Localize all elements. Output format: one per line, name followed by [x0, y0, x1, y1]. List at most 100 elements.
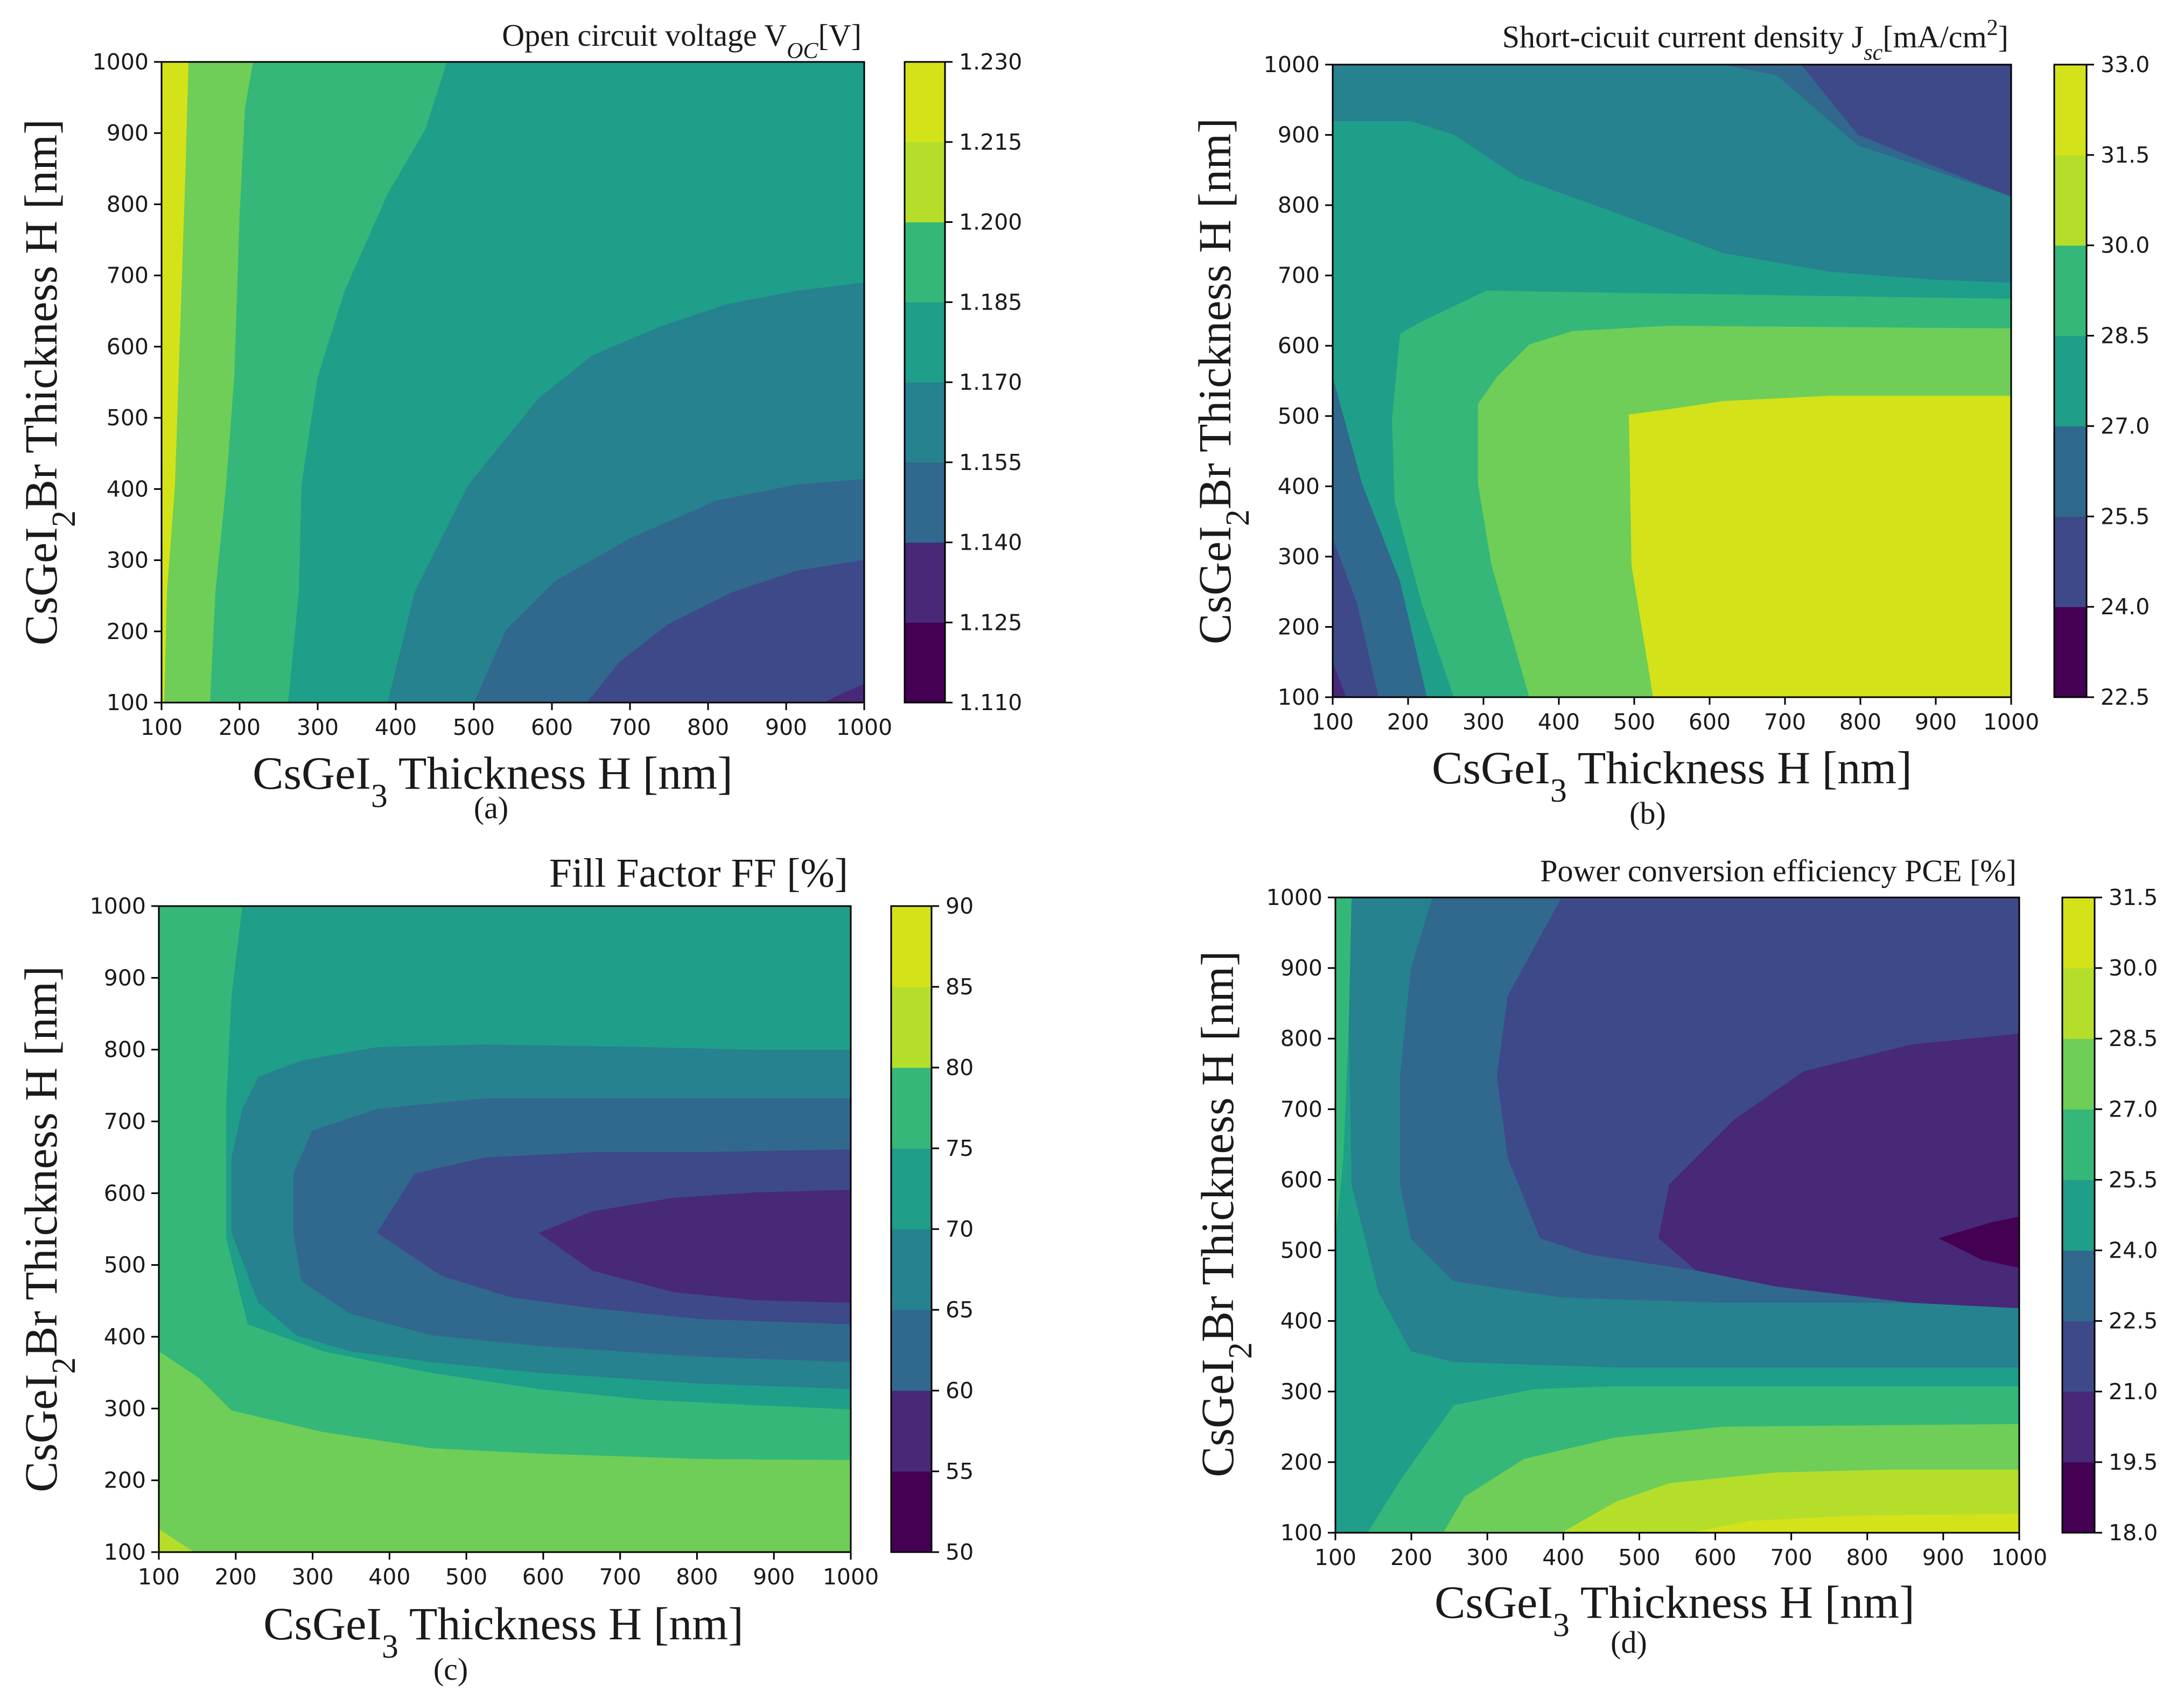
colorbar-frame-b	[2053, 64, 2088, 698]
y-tick-label-b: 900	[1278, 122, 1320, 148]
y-tick-label-c: 200	[104, 1468, 146, 1493]
x-tick-label-a: 800	[687, 714, 729, 740]
colorbar-tick-label-c: 55	[946, 1458, 974, 1484]
xlabel-b: CsGeI3 Thickness H [nm]	[1432, 742, 1912, 809]
colorbar-tick-label-c: 75	[946, 1135, 974, 1161]
title-b-pre: Short-cicuit current density J	[1502, 19, 1864, 54]
colorbar-b: 22.5 24.0 25.5 27.0 28.5 30.0 31.5 33.0	[2053, 52, 2150, 710]
colorbar-band-b	[2054, 516, 2087, 607]
contour-level-a-1.140	[587, 560, 864, 703]
colorbar-tick-label-d: 19.5	[2109, 1449, 2158, 1475]
caption-c: (c)	[433, 1652, 468, 1687]
x-tick-label-d: 100	[1314, 1545, 1356, 1570]
x-tick-label-a: 1000	[836, 714, 892, 740]
colorbar-band-c	[891, 1229, 932, 1310]
contour-level-d-19.5	[1658, 1034, 2019, 1308]
colorbar-tick-label-c: 85	[946, 974, 974, 1000]
x-tick-label-b: 1000	[1983, 709, 2039, 735]
ylabel-b-post: Br Thickness H [nm]	[1189, 118, 1241, 509]
x-tick-label-a: 700	[609, 714, 651, 740]
title-a-sub: OC	[787, 39, 818, 64]
y-tick-label-b: 400	[1278, 473, 1320, 499]
xlabel-d-pre: CsGeI	[1434, 1576, 1553, 1628]
y-tick-label-b: 1000	[1264, 52, 1320, 78]
colorbar-band-a	[905, 302, 945, 383]
xlabel-b-sub: 3	[1550, 773, 1567, 809]
ticks-a: 100 200 300 400 500 600 700 800 900 1000 100 200 300…	[93, 49, 893, 740]
caption-a: (a)	[474, 790, 508, 825]
colorbar-band-d	[2062, 897, 2095, 969]
colorbar-tick-label-d: 18.0	[2109, 1520, 2158, 1546]
colorbar-tick-label-a: 1.200	[959, 209, 1022, 235]
x-tick-label-c: 600	[522, 1564, 564, 1590]
y-tick-label-c: 1000	[90, 893, 146, 919]
xlabel-a: CsGeI3 Thickness H [nm]	[253, 747, 733, 815]
x-tick-label-c: 200	[215, 1564, 257, 1590]
caption-b: (b)	[1629, 796, 1666, 831]
colorbar-band-a	[905, 462, 945, 543]
colorbar-tick-label-d: 22.5	[2109, 1308, 2158, 1334]
ylabel-a: CsGeI2Br Thickness H [nm]	[15, 119, 82, 645]
y-tick-label-b: 500	[1278, 403, 1320, 429]
colorbar-band-b	[2054, 245, 2087, 336]
ticks-d: 100 200 300 400 500 600 700 800 900 1000 100 200 300…	[1266, 885, 2048, 1570]
colorbar-tick-label-d: 31.5	[2109, 885, 2158, 910]
xlabel-d-sub: 3	[1553, 1607, 1570, 1644]
colorbar-tick-label-a: 1.140	[959, 530, 1022, 556]
xlabel-c: CsGeI3 Thickness H [nm]	[263, 1598, 744, 1665]
title-b-sup: 2	[1987, 16, 1998, 40]
x-tick-label-a: 900	[765, 714, 807, 740]
y-tick-label-d: 500	[1280, 1238, 1322, 1264]
colorbar-band-d	[2062, 1109, 2095, 1180]
x-tick-label-c: 500	[445, 1564, 487, 1590]
colorbar-tick-label-a: 1.125	[959, 609, 1022, 635]
x-tick-label-b: 100	[1312, 709, 1354, 735]
x-tick-label-d: 600	[1694, 1545, 1736, 1570]
title-d: Power conversion efficiency PCE [%]	[1540, 853, 2017, 888]
contour-level-d-25.5	[1335, 897, 2019, 1533]
xlabel-d: CsGeI3 Thickness H [nm]	[1434, 1576, 1915, 1644]
ylabel-d-post: Br Thickness H [nm]	[1192, 951, 1243, 1342]
colorbar-c: 50 55 60 65 70 75 80 85 90	[890, 893, 974, 1565]
colorbar-band-a	[905, 142, 945, 222]
y-tick-label-a: 100	[107, 690, 149, 715]
y-tick-label-d: 800	[1280, 1026, 1322, 1051]
colorbar-tick-label-d: 28.5	[2109, 1026, 2158, 1051]
xlabel-c-sub: 3	[382, 1629, 398, 1665]
y-tick-label-b: 100	[1278, 684, 1320, 710]
x-tick-label-b: 600	[1689, 709, 1731, 735]
x-tick-label-d: 200	[1390, 1545, 1432, 1570]
y-tick-label-d: 200	[1280, 1449, 1322, 1475]
x-tick-label-b: 400	[1538, 709, 1580, 735]
title-c: Fill Factor FF [%]	[549, 851, 848, 896]
x-tick-label-b: 800	[1839, 709, 1881, 735]
ylabel-d-pre: CsGeI	[1192, 1359, 1243, 1477]
colorbar-band-c	[891, 987, 932, 1068]
y-tick-label-b: 600	[1278, 333, 1320, 359]
colorbar-tick-label-d: 25.5	[2109, 1167, 2158, 1192]
colorbar-band-b	[2054, 335, 2087, 426]
contour-level-b-33.0	[1629, 396, 2011, 697]
caption-d: (d)	[1611, 1625, 1647, 1660]
colorbar-tick-label-b: 25.5	[2101, 503, 2150, 529]
y-tick-label-c: 600	[104, 1180, 146, 1206]
y-tick-label-c: 400	[104, 1324, 146, 1350]
colorbar-tick-label-a: 1.230	[959, 49, 1022, 75]
xlabel-c-pre: CsGeI	[263, 1598, 382, 1650]
ylabel-c-pre: CsGeI	[15, 1374, 67, 1492]
colorbar-tick-label-c: 60	[946, 1378, 974, 1404]
x-tick-label-c: 1000	[823, 1564, 879, 1590]
colorbar-tick-label-d: 24.0	[2109, 1238, 2158, 1264]
panel-c: 100 200 300 400 500 600 700 800 900 1000 100 200 300…	[15, 851, 974, 1687]
y-tick-label-d: 600	[1280, 1167, 1322, 1192]
colorbar-band-c	[891, 906, 932, 987]
x-tick-label-d: 400	[1542, 1545, 1584, 1570]
colorbar-tick-label-b: 24.0	[2101, 594, 2150, 620]
contour-fill-c	[159, 906, 851, 1552]
y-tick-label-a: 200	[107, 619, 149, 644]
x-tick-label-b: 700	[1764, 709, 1806, 735]
colorbar-tick-label-b: 22.5	[2101, 684, 2150, 710]
colorbar-band-a	[905, 622, 945, 703]
title-b-post: [mA/cm	[1882, 19, 1986, 54]
